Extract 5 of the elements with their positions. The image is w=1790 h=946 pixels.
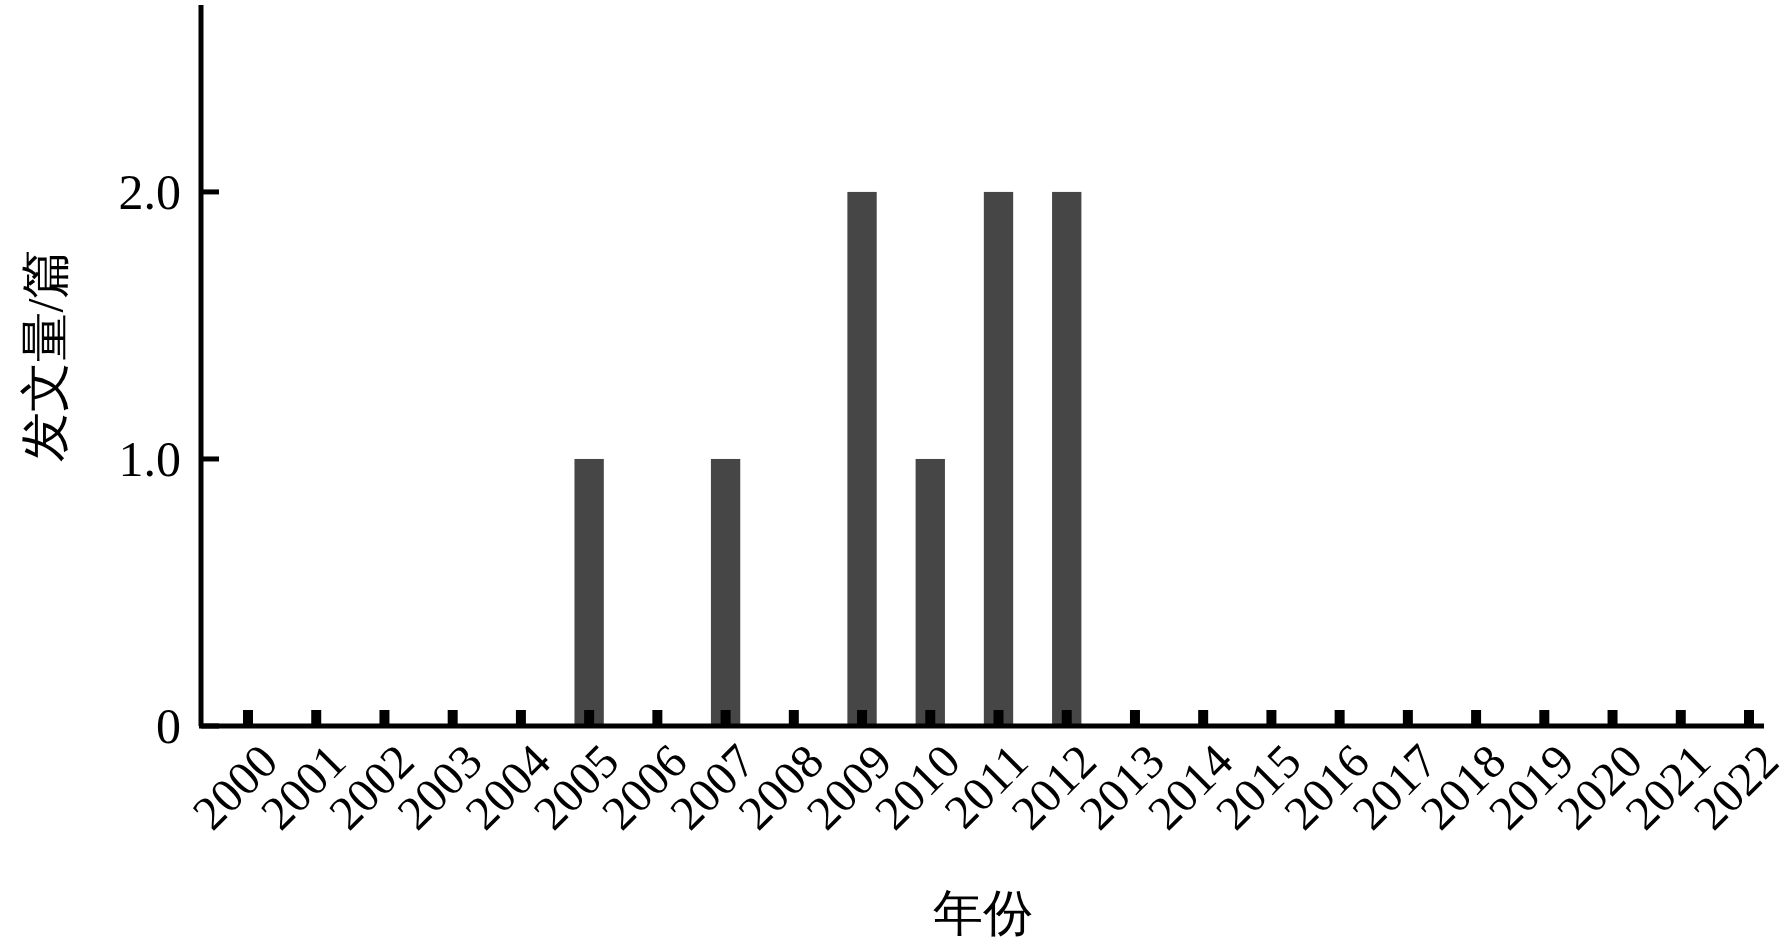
y-tick-label: 2.0: [118, 163, 181, 220]
y-tick-label: 0: [156, 698, 181, 754]
y-axis-title: 发文量/篇: [17, 248, 73, 463]
x-axis-title: 年份: [932, 885, 1033, 941]
y-tick-label: 1.0: [118, 430, 181, 487]
